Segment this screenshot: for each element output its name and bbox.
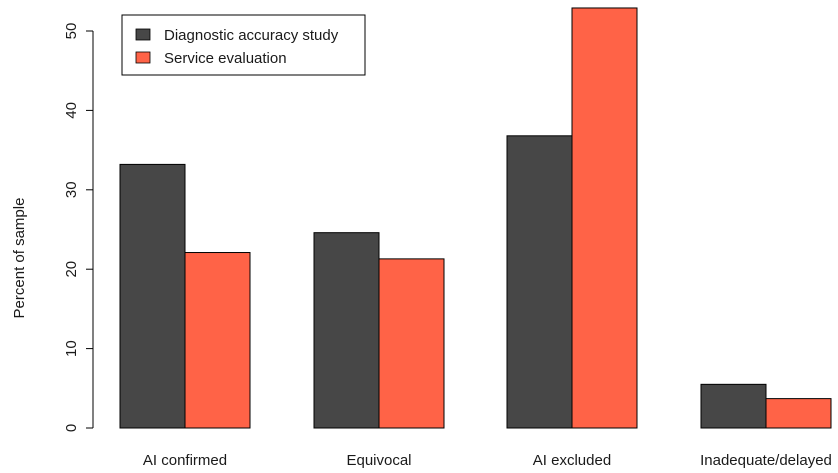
legend-swatch-diagnostic-accuracy-study xyxy=(135,28,151,41)
bar-ai-excluded-service-evaluation xyxy=(571,7,638,429)
y-tick-label: 40 xyxy=(63,102,80,119)
y-axis: 0 10 20 30 40 50 xyxy=(63,23,94,432)
bar-ai-confirmed-diagnostic-accuracy-study xyxy=(119,163,186,429)
y-tick-label: 20 xyxy=(63,261,80,278)
legend-swatch-service-evaluation xyxy=(135,51,151,64)
y-axis-title: Percent of sample xyxy=(11,198,28,319)
y-tick-label: 10 xyxy=(63,340,80,357)
legend-label-diagnostic-accuracy-study: Diagnostic accuracy study xyxy=(164,27,339,44)
bars xyxy=(119,7,832,429)
legend-label-service-evaluation: Service evaluation xyxy=(164,50,287,67)
x-category-label: AI confirmed xyxy=(143,452,227,469)
bar-ai-confirmed-service-evaluation xyxy=(184,252,251,429)
legend-box xyxy=(121,14,366,76)
legend: Diagnostic accuracy study Service evalua… xyxy=(121,14,366,76)
y-tick-label: 50 xyxy=(63,23,80,40)
x-category-label: AI excluded xyxy=(533,452,611,469)
category-labels: AI confirmed Equivocal AI excluded Inadequa… xyxy=(143,452,832,469)
bar-inadequate-delayed-diagnostic-accuracy-study xyxy=(700,383,767,429)
y-tick-label: 0 xyxy=(63,424,80,432)
bar-equivocal-diagnostic-accuracy-study xyxy=(313,232,380,429)
x-category-label: Equivocal xyxy=(346,452,411,469)
x-category-label: Inadequate/delayed xyxy=(700,452,832,469)
y-tick-label: 30 xyxy=(63,181,80,198)
bar-equivocal-service-evaluation xyxy=(378,258,445,429)
bar-ai-excluded-diagnostic-accuracy-study xyxy=(506,135,573,429)
bar-inadequate-delayed-service-evaluation xyxy=(765,398,832,429)
